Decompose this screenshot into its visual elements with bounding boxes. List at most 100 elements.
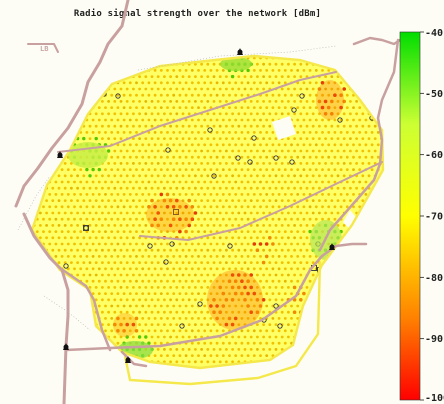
signal-sample (203, 93, 207, 97)
signal-sample (221, 118, 225, 122)
signal-sample (345, 93, 349, 97)
signal-sample (175, 124, 179, 128)
signal-sample (324, 174, 327, 178)
signal-sample (156, 137, 160, 141)
signal-sample (259, 341, 262, 345)
signal-sample (265, 118, 269, 122)
signal-sample (330, 62, 334, 66)
signal-sample (305, 360, 309, 364)
signal-sample (349, 112, 352, 116)
signal-sample (336, 124, 340, 128)
signal-sample (352, 56, 355, 60)
signal-sample (110, 168, 114, 172)
signal-sample (308, 56, 312, 60)
signal-sample (76, 298, 79, 302)
signal-sample (32, 56, 33, 60)
signal-sample (119, 224, 123, 227)
signal-sample (265, 180, 269, 184)
signal-sample (277, 106, 281, 109)
signal-sample (32, 335, 36, 339)
signal-sample (290, 93, 293, 97)
signal-sample (342, 137, 346, 141)
signal-sample (116, 366, 120, 368)
signal-sample (293, 124, 296, 128)
signal-sample (280, 211, 284, 215)
signal-sample (330, 124, 334, 128)
signal-sample (318, 335, 321, 339)
signal-sample (97, 366, 101, 368)
signal-sample (88, 236, 92, 240)
signal-sample (277, 81, 281, 85)
signal-sample (119, 286, 123, 289)
signal-sample (27, 75, 30, 78)
signal-sample (159, 279, 163, 283)
signal-sample (79, 304, 83, 308)
signal-sample (327, 354, 331, 357)
signal-sample (237, 248, 241, 252)
signal-sample (246, 168, 250, 172)
signal-sample (32, 149, 36, 153)
signal-sample (318, 174, 321, 178)
signal-sample (373, 335, 377, 339)
signal-sample (318, 186, 321, 190)
signal-sample (57, 112, 61, 116)
signal-sample (361, 273, 365, 277)
signal-sample (153, 118, 157, 122)
signal-sample (187, 198, 191, 203)
signal-sample (221, 131, 225, 134)
signal-sample (27, 323, 30, 326)
signal-sample (252, 217, 256, 221)
signal-sample (206, 348, 210, 351)
signal-sample (156, 348, 160, 351)
signal-sample (383, 354, 386, 357)
signal-sample (197, 230, 200, 234)
signal-sample (200, 261, 204, 264)
signal-sample (76, 286, 79, 289)
signal-sample (97, 217, 101, 221)
signal-sample (35, 230, 39, 234)
signal-sample (153, 155, 157, 159)
signal-sample (370, 341, 374, 345)
signal-sample (326, 105, 331, 110)
signal-sample (79, 230, 83, 234)
signal-sample (249, 261, 253, 264)
signal-sample (373, 137, 377, 141)
signal-sample (194, 273, 197, 277)
signal-sample (122, 155, 126, 159)
signal-sample (128, 230, 132, 234)
signal-sample (60, 329, 64, 333)
signal-sample (293, 174, 296, 178)
signal-sample (321, 56, 324, 60)
signal-sample (187, 87, 191, 91)
signal-sample (57, 87, 61, 91)
signal-sample (221, 317, 225, 320)
signal-sample (290, 155, 293, 159)
signal-sample (27, 236, 30, 239)
signal-sample (237, 224, 241, 227)
signal-sample (39, 323, 42, 326)
signal-sample (376, 292, 380, 295)
signal-sample (51, 75, 55, 78)
signal-sample (203, 118, 207, 122)
signal-sample (107, 112, 110, 116)
signal-sample (132, 100, 135, 103)
signal-sample (262, 162, 265, 165)
signal-sample (39, 348, 42, 351)
signal-sample (358, 341, 362, 345)
signal-sample (364, 131, 368, 134)
signal-sample (246, 81, 250, 85)
signal-sample (35, 354, 39, 357)
signal-sample (159, 106, 163, 109)
signal-sample (364, 267, 368, 271)
signal-sample (35, 118, 39, 122)
signal-sample (327, 56, 331, 60)
signal-sample (293, 360, 296, 364)
weak-signal-area (146, 198, 194, 232)
signal-sample (314, 81, 318, 85)
signal-sample (376, 267, 380, 271)
signal-sample (305, 162, 309, 165)
signal-sample (302, 267, 306, 271)
signal-sample (194, 162, 197, 165)
signal-sample (302, 341, 306, 345)
signal-sample (327, 341, 331, 345)
